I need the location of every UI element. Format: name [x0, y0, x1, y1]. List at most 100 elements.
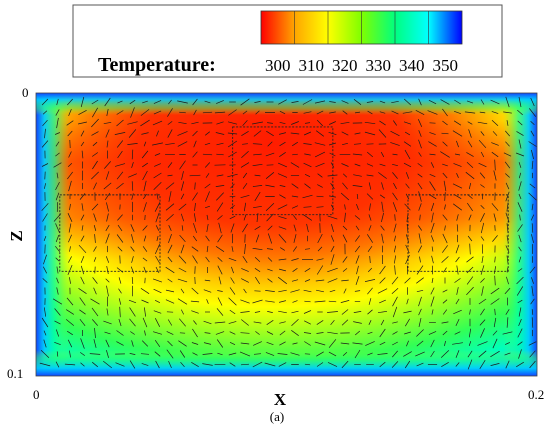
velocity-vector	[518, 96, 522, 108]
velocity-vector	[105, 278, 110, 283]
velocity-vector	[279, 268, 286, 272]
velocity-vector	[480, 328, 485, 338]
region-box-right	[407, 194, 509, 272]
velocity-vector	[466, 286, 474, 296]
velocity-vector	[481, 255, 484, 264]
velocity-vector	[316, 351, 324, 357]
z-axis-label: Z	[7, 230, 26, 241]
velocity-vector	[329, 101, 336, 103]
velocity-vector	[442, 289, 448, 293]
velocity-vector	[243, 288, 247, 294]
velocity-vector	[405, 172, 410, 179]
velocity-vector	[129, 353, 136, 355]
velocity-vector	[116, 182, 124, 190]
legend-label: Temperature:	[98, 54, 216, 76]
velocity-vector	[179, 350, 186, 358]
velocity-vector	[104, 161, 111, 169]
velocity-vector	[455, 350, 460, 358]
velocity-vector	[453, 110, 462, 115]
velocity-vector	[444, 192, 446, 201]
velocity-vector	[202, 153, 213, 156]
velocity-vector	[192, 98, 198, 106]
velocity-vector	[466, 276, 474, 285]
velocity-vector	[155, 212, 160, 223]
velocity-vector	[192, 192, 198, 201]
velocity-vector	[131, 193, 134, 200]
velocity-vector	[291, 183, 299, 189]
velocity-vector	[56, 172, 59, 179]
velocity-vector	[53, 162, 62, 168]
velocity-vector	[178, 255, 187, 264]
velocity-vector	[167, 162, 173, 168]
velocity-vector	[504, 352, 511, 356]
velocity-vector	[253, 353, 262, 355]
velocity-vector	[241, 278, 249, 283]
velocity-vector	[456, 265, 459, 275]
velocity-vector	[216, 142, 224, 146]
velocity-vector	[217, 352, 223, 356]
velocity-vector	[366, 163, 374, 167]
velocity-vector	[452, 130, 463, 137]
velocity-vector	[193, 223, 197, 233]
velocity-vector	[341, 279, 349, 282]
velocity-vector	[367, 309, 373, 315]
velocity-vector	[430, 339, 435, 348]
velocity-vector	[143, 202, 147, 212]
velocity-vector	[379, 265, 386, 275]
velocity-vector	[165, 182, 175, 190]
velocity-vector	[419, 214, 421, 221]
velocity-vector	[505, 96, 510, 108]
wall-top	[36, 93, 537, 115]
velocity-vector	[391, 361, 399, 368]
velocity-vector	[314, 341, 326, 346]
velocity-vector	[178, 267, 187, 273]
velocity-vector	[41, 203, 49, 211]
velocity-vector	[252, 185, 263, 187]
velocity-vector	[518, 193, 522, 200]
velocity-vector	[292, 141, 298, 147]
velocity-vector	[316, 110, 324, 115]
velocity-vector	[418, 139, 422, 149]
velocity-vector	[254, 174, 261, 177]
velocity-vector	[153, 172, 162, 179]
velocity-vector	[279, 194, 286, 199]
velocity-vector	[217, 265, 223, 275]
velocity-vector	[140, 109, 150, 116]
velocity-vector	[291, 330, 299, 336]
velocity-vector	[416, 329, 424, 337]
velocity-vector	[431, 255, 434, 264]
velocity-vector	[116, 341, 124, 346]
velocity-vector	[378, 129, 387, 138]
velocity-vector	[304, 300, 311, 303]
velocity-vector	[166, 331, 174, 335]
velocity-vector	[228, 109, 237, 116]
velocity-vector	[153, 110, 162, 115]
velocity-vector	[42, 110, 48, 115]
velocity-vector	[467, 140, 473, 148]
velocity-vector	[167, 319, 173, 326]
velocity-vector	[152, 278, 163, 283]
velocity-vector	[403, 351, 412, 357]
velocity-vector	[229, 309, 236, 315]
velocity-vector	[55, 141, 60, 147]
velocity-vector	[340, 192, 350, 201]
velocity-vector	[443, 267, 447, 273]
velocity-vector	[418, 308, 422, 316]
velocity-vector	[81, 150, 84, 159]
velocity-vector	[43, 235, 47, 242]
velocity-vector	[367, 245, 373, 253]
velocity-vector	[290, 289, 300, 293]
velocity-vector	[140, 353, 150, 355]
velocity-vector	[480, 222, 485, 234]
velocity-vector	[118, 288, 122, 294]
velocity-vector	[466, 100, 474, 104]
velocity-vector	[368, 298, 372, 305]
velocity-vector	[416, 277, 424, 284]
velocity-vector	[44, 128, 46, 139]
velocity-vector	[280, 247, 285, 251]
velocity-vector	[490, 363, 500, 366]
velocity-vector	[292, 300, 298, 303]
velocity-vector	[154, 202, 161, 212]
velocity-vector	[66, 297, 74, 306]
velocity-vector	[279, 321, 286, 324]
